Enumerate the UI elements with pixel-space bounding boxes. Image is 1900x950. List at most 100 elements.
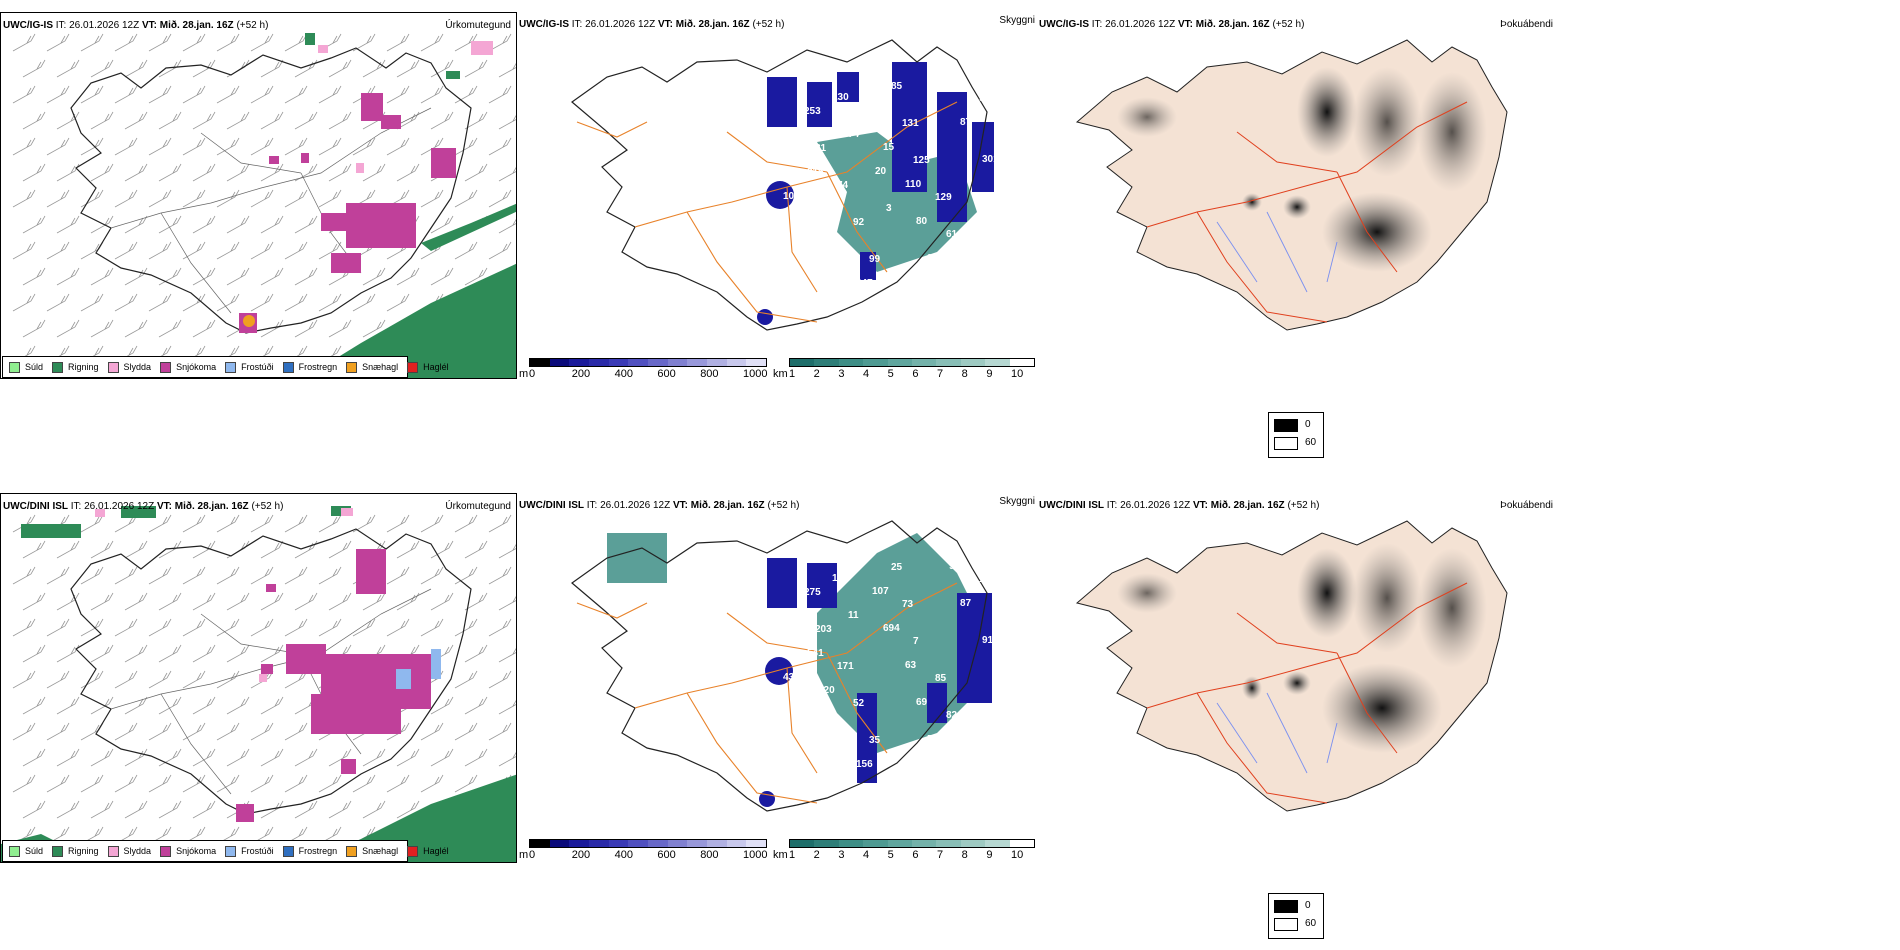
roads bbox=[1146, 582, 1468, 804]
cloud-base-label: 156 bbox=[856, 759, 873, 770]
wind-barb bbox=[488, 670, 512, 689]
wind-barb bbox=[216, 722, 240, 741]
cloud-base-label: 183 bbox=[829, 722, 846, 733]
scale-segment bbox=[814, 840, 839, 847]
wind-barb bbox=[148, 670, 172, 689]
wind-barb bbox=[464, 592, 488, 611]
wind-barb bbox=[226, 267, 250, 286]
wind-barb bbox=[396, 163, 420, 182]
wind-barb bbox=[22, 696, 46, 715]
legend-swatch bbox=[107, 361, 119, 373]
cloud-base-label: 97 bbox=[799, 709, 811, 720]
legend-item: Slydda bbox=[107, 845, 151, 857]
vt-value: Mið. 28.jan. 16Z bbox=[1195, 19, 1270, 30]
it-value: 26.01.2026 12Z bbox=[69, 20, 140, 31]
model-header: UWC/IG-IS IT: 26.01.2026 12Z VT: Mið. 28… bbox=[1039, 19, 1304, 30]
wind-barb bbox=[260, 592, 284, 611]
wind-barb bbox=[396, 59, 420, 78]
model-header: UWC/DINI ISL IT: 26.01.2026 12Z VT: Mið.… bbox=[1039, 500, 1319, 511]
wind-barb bbox=[352, 33, 376, 52]
sleet-areas bbox=[95, 508, 353, 682]
wind-barb bbox=[454, 85, 478, 104]
precip-map-row2 bbox=[1, 506, 516, 862]
cloud-base-label: 73 bbox=[902, 599, 914, 610]
wind-barb bbox=[192, 592, 216, 611]
wind-barb bbox=[46, 722, 70, 741]
it-label: IT: bbox=[586, 500, 598, 511]
wind-barb bbox=[56, 215, 80, 234]
wind-barb bbox=[216, 85, 240, 104]
cloud-base-label: 158 bbox=[780, 611, 797, 622]
scale-segment bbox=[549, 840, 570, 847]
wind-barb bbox=[464, 696, 488, 715]
wind-barb bbox=[498, 699, 516, 715]
model-header: UWC/DINI ISL IT: 26.01.2026 12Z VT: Mið.… bbox=[519, 500, 799, 511]
wind-barb bbox=[464, 748, 488, 767]
wind-barb bbox=[80, 33, 104, 52]
it-value: 26.01.2026 12Z bbox=[84, 501, 155, 512]
cloud-base-label: 131 bbox=[902, 118, 919, 129]
scale-tick: 7 bbox=[937, 849, 944, 861]
wind-barb bbox=[114, 618, 138, 637]
wind-barb bbox=[90, 163, 114, 182]
wind-barb bbox=[80, 137, 104, 156]
wind-barb bbox=[318, 137, 342, 156]
wind-barb bbox=[192, 163, 216, 182]
scale-segment bbox=[589, 840, 609, 847]
legend-label: Súld bbox=[25, 362, 44, 372]
wind-barb bbox=[386, 137, 410, 156]
wind-barb bbox=[386, 85, 410, 104]
wind-barb bbox=[488, 137, 512, 156]
scale-tick: 400 bbox=[614, 368, 633, 379]
wind-barb bbox=[22, 59, 46, 78]
wind-barb bbox=[284, 293, 308, 312]
scale-bar bbox=[789, 358, 1035, 367]
wind-barb bbox=[114, 241, 138, 260]
wind-barb bbox=[12, 618, 36, 637]
it-label: IT: bbox=[1091, 19, 1103, 30]
wind-barb bbox=[464, 540, 488, 559]
snow-areas bbox=[239, 93, 456, 333]
wind-barb bbox=[80, 670, 104, 689]
cloud-base-label: 253 bbox=[804, 106, 821, 117]
legend-item: Snjókoma bbox=[160, 361, 216, 373]
scale-tick: 0 bbox=[529, 368, 536, 379]
legend-item: Rigning bbox=[52, 845, 99, 857]
sleet-areas bbox=[318, 41, 493, 173]
wind-barb bbox=[90, 592, 114, 611]
wind-barb bbox=[158, 696, 182, 715]
wind-barb bbox=[226, 748, 250, 767]
cloud-base-label: 20 bbox=[875, 166, 887, 177]
cloud-base-label: 11 bbox=[848, 610, 859, 621]
wind-barb bbox=[182, 514, 206, 533]
base-areas bbox=[757, 62, 994, 325]
cloud-base-label: 91 bbox=[982, 635, 994, 646]
scale-segment bbox=[936, 840, 961, 847]
legend-label: Snæhagl bbox=[362, 362, 399, 372]
scale-tick: 9 bbox=[986, 368, 993, 379]
legend-item: Súld bbox=[9, 845, 43, 857]
wind-barb bbox=[90, 111, 114, 130]
legend-swatch bbox=[160, 845, 172, 857]
wind-barb bbox=[362, 267, 386, 286]
scale-tick: 400 bbox=[614, 849, 633, 861]
cloud-base-label: 171 bbox=[837, 661, 854, 672]
scale-tick: 8 bbox=[961, 849, 968, 861]
wind-barb bbox=[294, 592, 318, 611]
legend-item: Frostregn bbox=[282, 845, 337, 857]
wind-barb bbox=[454, 566, 478, 585]
wind-barb bbox=[22, 267, 46, 286]
wind-barb bbox=[362, 163, 386, 182]
wind-barb bbox=[328, 163, 352, 182]
legend-label: Frostregn bbox=[298, 362, 338, 372]
wind-barb bbox=[46, 566, 70, 585]
wind-barb bbox=[420, 85, 444, 104]
cloud-base-label: 61 bbox=[946, 229, 958, 240]
wind-barb bbox=[498, 218, 516, 234]
wind-barb bbox=[46, 189, 70, 208]
scale-segment bbox=[790, 840, 815, 847]
scale-segment bbox=[530, 840, 550, 847]
cloud-base-label: 100 bbox=[780, 130, 797, 141]
wind-barb bbox=[328, 111, 352, 130]
wind-barb bbox=[352, 774, 376, 793]
